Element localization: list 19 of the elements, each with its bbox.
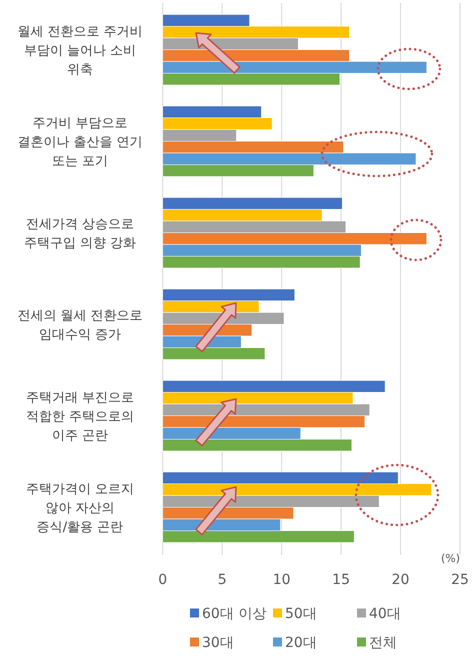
legend-label: 30대 (202, 634, 234, 651)
y-tick-label: 전세가격 상승으로 주택구입 의향 강화 (24, 216, 136, 251)
y-tick-label: 주택거래 부진으로 적합한 주택으로의 이주 곤란 (26, 390, 134, 444)
legend-label: 40대 (369, 606, 401, 622)
x-tick-label: 0 (158, 572, 168, 588)
legend-label: 20대 (285, 634, 317, 651)
y-tick-label: 주거비 부담으로 결혼이나 출산을 연기 또는 포기 (17, 116, 143, 169)
legend-label: 전체 (369, 634, 397, 651)
y-tick-label: 주택가격이 오르지 않아 자산의 증식/활용 곤란 (26, 482, 134, 535)
y-tick-label: 월세 전환으로 주거비 부담이 늘어나 소비 위축 (17, 24, 143, 78)
x-axis-title: (%) (440, 552, 460, 565)
legend-label: 60대 이상 (202, 606, 266, 622)
x-tick-label: 5 (218, 572, 227, 588)
y-tick-label: 전세의 월세 전환으로 임대수익 증가 (17, 308, 143, 342)
x-tick-label: 25 (451, 572, 469, 588)
x-tick-label: 20 (392, 572, 410, 588)
x-tick-label: 10 (272, 572, 291, 588)
x-tick-label: 15 (332, 572, 350, 588)
legend-label: 50대 (285, 606, 317, 622)
